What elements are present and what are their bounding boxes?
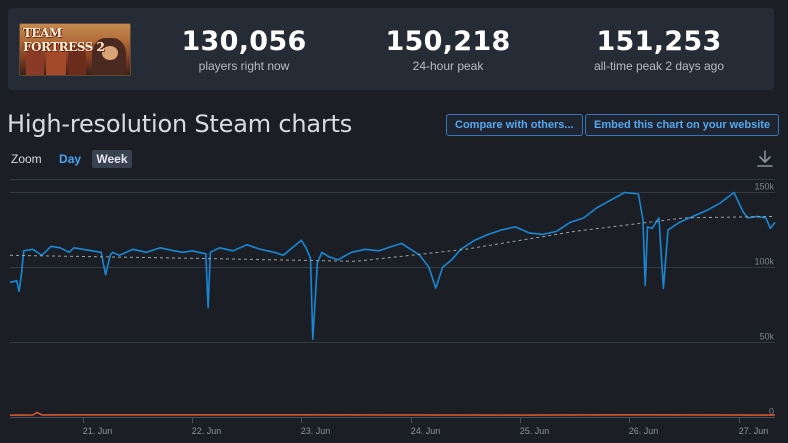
logo-figure (102, 46, 118, 60)
x-axis: 21. Jun 22. Jun 23. Jun 24. Jun 25. Jun 26. J… (10, 417, 775, 436)
stat-all-time-peak: 151,253 all-time peak 2 days ago (574, 26, 744, 73)
stat-24h-peak: 150,218 24-hour peak (363, 26, 533, 73)
zoom-day-button[interactable]: Day (59, 152, 82, 166)
zoom-label: Zoom (11, 152, 42, 166)
y-axis-labels: 0 50k 100k 150k (754, 182, 774, 417)
logo-figure (46, 42, 66, 75)
game-logo[interactable]: TEAM FORTRESS 2 (19, 23, 131, 76)
stat-current-players: 130,056 players right now (159, 26, 329, 73)
stat-label: 24-hour peak (412, 59, 484, 73)
y-tick-label: 50k (759, 332, 774, 342)
y-tick-label: 100k (754, 257, 774, 267)
twitch-viewers-line (9, 411, 776, 416)
compare-button[interactable]: Compare with others... (446, 114, 583, 136)
x-tick-label: 21. Jun (83, 426, 113, 436)
download-icon[interactable] (757, 150, 773, 168)
y-tick-label: 150k (754, 182, 774, 192)
stats-panel: TEAM FORTRESS 2 130,056 players right no… (8, 8, 774, 90)
zoom-controls: Zoom Day Week (11, 150, 136, 168)
stat-label: all-time peak 2 days ago (593, 59, 725, 73)
player-count-chart[interactable]: 0 50k 100k 150k 21. Jun 22. Jun 23. Jun 24. Ju… (0, 170, 788, 443)
grid-lines (10, 179, 775, 343)
trend-line (9, 215, 776, 262)
x-tick-label: 25. Jun (520, 426, 550, 436)
zoom-week-button[interactable]: Week (92, 150, 132, 168)
x-tick-label: 27. Jun (739, 426, 769, 436)
stat-label: players right now (198, 59, 290, 73)
stat-value: 130,056 (181, 26, 307, 57)
player-count-line (9, 191, 776, 340)
logo-figure (68, 44, 86, 75)
x-tick-label: 24. Jun (411, 426, 441, 436)
game-logo-text: TEAM FORTRESS 2 (23, 26, 105, 54)
chart-title: High-resolution Steam charts (7, 110, 353, 138)
stat-value: 151,253 (596, 26, 722, 57)
logo-figure (26, 46, 44, 75)
chart-series (9, 191, 776, 416)
embed-chart-button[interactable]: Embed this chart on your website (585, 114, 780, 136)
x-tick-label: 26. Jun (629, 426, 659, 436)
x-tick-label: 22. Jun (192, 426, 222, 436)
x-tick-label: 23. Jun (301, 426, 331, 436)
y-tick-label: 0 (769, 407, 774, 417)
stat-value: 150,218 (385, 26, 511, 57)
